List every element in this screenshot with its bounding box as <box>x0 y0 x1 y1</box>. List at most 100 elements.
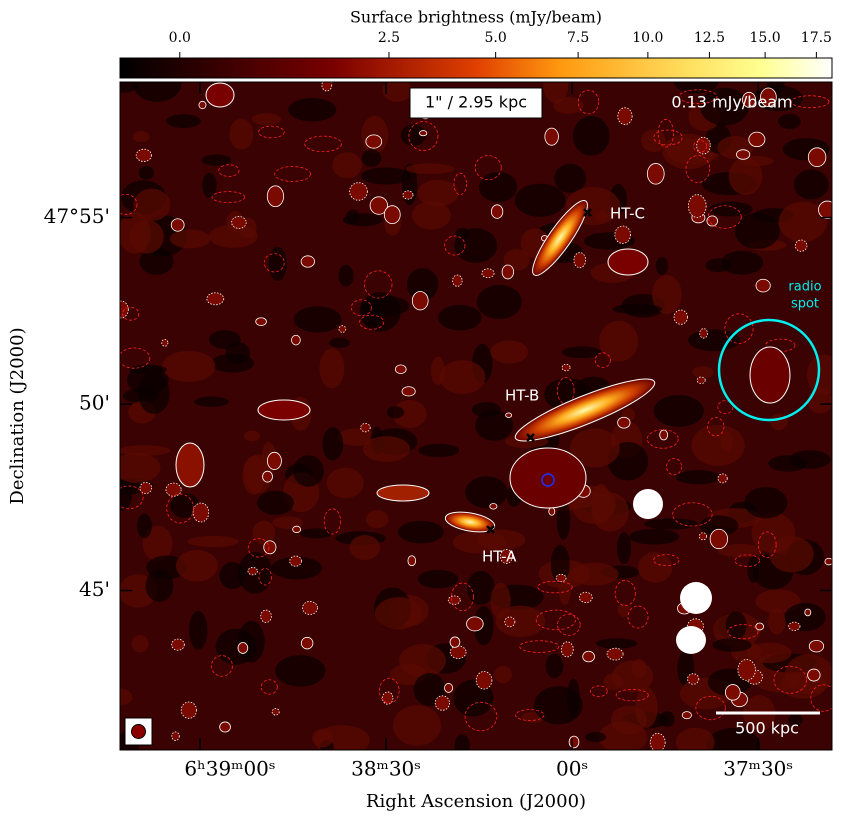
contour <box>171 731 180 741</box>
neg-contour <box>695 695 726 721</box>
noise <box>162 350 216 383</box>
neg-contour <box>211 191 246 204</box>
noise <box>641 129 666 153</box>
noise <box>202 172 217 199</box>
contour <box>807 668 821 682</box>
scale-box <box>409 87 543 119</box>
contour <box>302 601 318 615</box>
contour <box>699 328 708 339</box>
noise <box>545 653 564 679</box>
contour <box>614 225 631 244</box>
contour <box>742 91 756 108</box>
contour <box>449 645 467 659</box>
contour <box>794 239 808 252</box>
noise <box>706 727 761 750</box>
contour <box>617 416 631 429</box>
colorbar-tick-label: 17.5 <box>801 30 832 46</box>
neg-contour <box>734 554 761 567</box>
contour <box>755 622 765 631</box>
neg-contour <box>122 306 140 321</box>
contour <box>737 659 756 681</box>
x-tick-label: 37ᵐ30ˢ <box>723 757 793 781</box>
contour <box>383 205 401 225</box>
noise <box>338 264 354 287</box>
contour <box>192 502 210 523</box>
noise <box>131 634 149 653</box>
markers <box>486 208 592 534</box>
noise <box>616 532 632 565</box>
neg-contour <box>260 679 278 695</box>
noise <box>251 113 282 126</box>
contour <box>401 386 416 397</box>
contour <box>681 711 692 720</box>
noise <box>405 163 455 175</box>
noise <box>417 569 459 589</box>
contour <box>411 291 429 311</box>
contour <box>687 673 700 685</box>
noise <box>319 348 345 389</box>
neg-contour <box>627 605 649 629</box>
noise <box>768 608 786 635</box>
noise <box>595 210 608 222</box>
colorbar-tick-label: 7.5 <box>567 30 589 46</box>
noise <box>329 337 350 348</box>
neg-contour <box>323 508 342 535</box>
noise <box>406 268 439 301</box>
y-tick-label: 47°55' <box>44 204 110 228</box>
neg-contour <box>379 677 400 704</box>
noise <box>133 188 171 221</box>
neg-contour <box>717 400 734 415</box>
noise <box>788 713 803 727</box>
noise <box>438 304 482 331</box>
neg-contour <box>464 701 498 732</box>
noise <box>138 372 170 414</box>
noise <box>720 250 764 275</box>
noise <box>342 213 383 227</box>
noise <box>569 428 620 468</box>
noise <box>275 655 326 687</box>
noise <box>514 183 566 217</box>
noise <box>495 605 546 638</box>
neg-contour <box>218 164 240 177</box>
noise <box>399 644 446 678</box>
contour <box>736 149 751 160</box>
x-tick-label: 00ˢ <box>556 757 588 781</box>
noise <box>392 705 442 746</box>
noise <box>691 424 745 466</box>
noise <box>476 284 522 320</box>
neg-contour <box>590 685 608 697</box>
scale-bar-label: 500 kpc <box>735 719 799 738</box>
contour <box>560 641 574 658</box>
contour <box>449 636 461 648</box>
contour <box>501 264 515 280</box>
contour <box>491 204 504 219</box>
neg-contour <box>666 457 683 476</box>
noise <box>479 171 518 203</box>
noise <box>705 258 731 273</box>
neg-contour <box>773 665 807 694</box>
neg-contour <box>166 493 194 524</box>
noise <box>170 493 200 518</box>
contour <box>247 567 258 576</box>
noise <box>271 556 323 580</box>
noise <box>326 467 364 499</box>
noise <box>132 131 150 143</box>
contour <box>349 182 368 201</box>
noise <box>629 528 680 545</box>
contour <box>481 268 495 279</box>
noise <box>120 688 133 706</box>
noise <box>534 686 583 725</box>
noise <box>747 556 760 584</box>
noise <box>392 399 427 429</box>
noise <box>272 516 304 529</box>
contour <box>452 274 463 287</box>
contour <box>696 376 706 384</box>
noise <box>807 387 832 414</box>
neg-contour <box>359 314 385 330</box>
contour <box>824 557 832 566</box>
noise <box>473 606 494 646</box>
colorbar <box>119 57 833 79</box>
neg-contour <box>364 270 393 299</box>
contour <box>808 639 825 653</box>
noise <box>237 620 265 663</box>
